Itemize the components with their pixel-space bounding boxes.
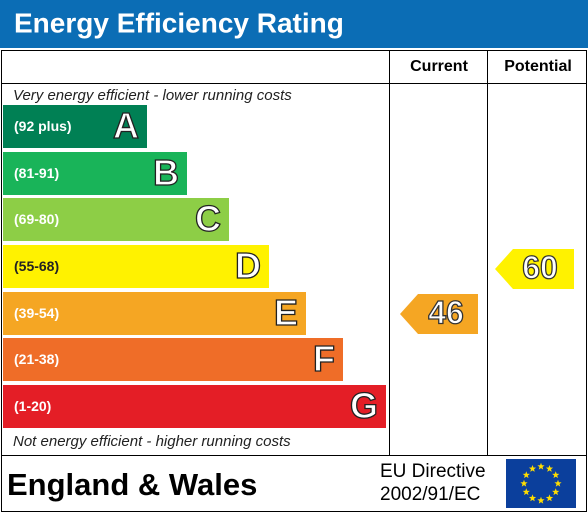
bottom-note: Not energy efficient - higher running co… [13, 433, 291, 450]
potential-arrow [495, 249, 574, 289]
band-range: (69-80) [14, 211, 59, 227]
eu-star [522, 488, 530, 496]
title: Energy Efficiency Rating [14, 7, 344, 38]
band-range: (1-20) [14, 398, 51, 414]
current-arrow [400, 294, 478, 334]
eu-star [522, 471, 530, 479]
band [3, 198, 229, 241]
frame [1, 50, 587, 512]
band-range: (21-38) [14, 351, 59, 367]
directive: 2002/91/EC [380, 484, 480, 505]
eu-star [545, 464, 554, 472]
region: England & Wales [7, 467, 257, 502]
eu-star [528, 494, 537, 502]
band-letter: C [195, 198, 221, 239]
eu-star [537, 462, 545, 470]
band-range: (39-54) [14, 305, 59, 321]
band-range: (81-91) [14, 165, 59, 181]
band [3, 338, 343, 381]
column-header: Current [410, 58, 468, 75]
column-header: Potential [504, 58, 572, 75]
band-letter: B [153, 152, 179, 193]
band-letter: F [313, 338, 335, 379]
eu-star [537, 496, 545, 504]
band-letter: E [274, 292, 298, 333]
band [3, 245, 269, 288]
eu-stars [520, 462, 562, 504]
directive: EU Directive [380, 461, 486, 482]
band-range: (55-68) [14, 258, 59, 274]
band [3, 152, 187, 195]
band-letter: D [235, 245, 261, 286]
eu-star [552, 471, 560, 479]
eu-star [520, 479, 528, 487]
title-bar [0, 0, 588, 48]
band [3, 105, 147, 148]
band-letter: G [350, 385, 378, 426]
band-letter: A [113, 105, 139, 146]
eu-star [545, 494, 554, 502]
eu-star [554, 479, 562, 487]
current-rating: 46 [428, 294, 464, 330]
top-note: Very energy efficient - lower running co… [13, 87, 292, 104]
eu-star [552, 488, 560, 496]
band-range: (92 plus) [14, 118, 72, 134]
band [3, 385, 386, 428]
band [3, 292, 306, 335]
eu-star [528, 464, 537, 472]
bands: (92 plus) A (81-91) B (69-80) C (55-68) D (39-54… [3, 104, 386, 428]
potential-rating: 60 [522, 249, 558, 285]
